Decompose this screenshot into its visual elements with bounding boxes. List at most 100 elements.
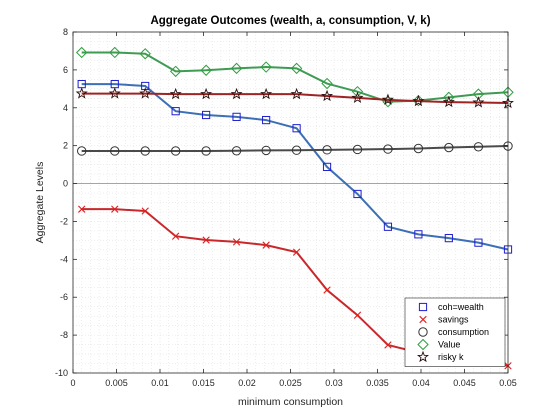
data-point-risky-k	[381, 93, 394, 105]
x-tick-label: 0	[70, 378, 75, 388]
data-point-consumption	[413, 143, 424, 154]
x-tick-label: 0.005	[105, 378, 128, 388]
legend-label-risky-k: risky k	[438, 352, 464, 362]
data-point-value	[109, 46, 121, 59]
x-tick-label: 0.035	[366, 378, 389, 388]
data-point-coh-wealth	[353, 189, 362, 199]
x-tick-label: 0.02	[238, 378, 256, 388]
series-consumption	[77, 141, 513, 156]
data-point-value	[472, 88, 485, 100]
data-point-savings	[262, 241, 270, 249]
y-tick-label: 0	[63, 179, 68, 189]
data-point-savings	[202, 236, 210, 244]
data-point-value	[351, 85, 364, 98]
data-point-coh-wealth	[322, 162, 332, 171]
data-point-risky-k	[75, 87, 88, 99]
x-tick-label: 0.05	[499, 378, 517, 388]
data-point-consumption	[201, 146, 211, 156]
data-point-value	[169, 65, 182, 78]
legend-marker-value	[417, 338, 429, 351]
data-point-savings	[171, 232, 180, 240]
data-point-value	[200, 64, 212, 76]
data-point-risky-k	[260, 87, 273, 100]
y-tick-label: -6	[60, 292, 68, 302]
data-point-savings	[292, 248, 301, 256]
data-point-risky-k	[321, 89, 334, 102]
y-tick-label: 2	[63, 141, 68, 151]
data-point-consumption	[322, 145, 332, 155]
data-point-value	[260, 61, 272, 73]
data-point-risky-k	[139, 87, 152, 99]
data-point-coh-wealth	[202, 110, 211, 120]
x-tick-label: 0.045	[453, 378, 476, 388]
data-point-consumption	[444, 142, 454, 153]
data-point-risky-k	[351, 91, 364, 104]
data-point-consumption	[231, 146, 242, 156]
data-point-savings	[232, 238, 241, 246]
legend-marker-risky-k	[417, 350, 429, 363]
legend: coh=wealth savings consumption Value risky k	[404, 297, 506, 367]
data-point-value	[139, 48, 151, 60]
y-tick-label: -8	[60, 330, 68, 340]
y-tick-label: 6	[63, 65, 68, 75]
data-point-consumption	[110, 146, 120, 156]
legend-marker-savings	[419, 315, 427, 324]
data-point-savings	[384, 341, 392, 349]
y-tick-label: 4	[63, 103, 68, 113]
data-point-savings	[78, 205, 86, 213]
data-point-coh-wealth	[292, 124, 301, 133]
x-tick-label: 0.025	[279, 378, 302, 388]
data-point-coh-wealth	[232, 112, 241, 121]
data-point-value	[230, 62, 243, 75]
legend-label-coh-wealth: coh=wealth	[438, 302, 484, 312]
data-point-consumption	[170, 146, 181, 156]
data-point-value	[321, 77, 333, 90]
data-point-value	[290, 62, 303, 75]
data-point-coh-wealth	[171, 107, 180, 116]
data-point-consumption	[140, 146, 150, 156]
data-point-consumption	[352, 144, 363, 155]
data-point-consumption	[291, 145, 302, 155]
data-point-savings	[111, 205, 119, 213]
data-point-risky-k	[169, 87, 182, 100]
y-tick-label: -2	[60, 216, 68, 226]
data-point-risky-k	[108, 87, 121, 99]
data-point-consumption	[77, 146, 87, 156]
x-axis-label: minimum consumption	[238, 396, 343, 408]
x-tick-label: 0.015	[192, 378, 215, 388]
data-point-risky-k	[442, 95, 455, 108]
x-tick-label: 0.01	[151, 378, 169, 388]
data-point-coh-wealth	[474, 238, 483, 247]
x-tick-label: 0.03	[325, 378, 343, 388]
y-axis-label: Aggregate Levels	[34, 162, 46, 244]
data-point-consumption	[383, 144, 393, 154]
y-tick-label: -10	[55, 368, 68, 378]
data-point-coh-wealth	[414, 230, 423, 239]
legend-label-value: Value	[438, 340, 460, 350]
data-point-coh-wealth	[383, 222, 393, 231]
data-point-value	[412, 94, 425, 107]
legend-label-savings: savings	[438, 315, 469, 325]
data-point-savings	[353, 311, 362, 319]
data-point-risky-k	[200, 87, 213, 100]
data-point-coh-wealth	[444, 234, 453, 243]
x-tick-label: 0.04	[412, 378, 430, 388]
legend-label-consumption: consumption	[438, 327, 489, 337]
chart-title: Aggregate Outcomes (wealth, a, consumpti…	[150, 15, 430, 27]
data-point-consumption	[261, 145, 271, 156]
series-line-consumption	[81, 145, 509, 152]
data-point-coh-wealth	[262, 115, 271, 125]
data-point-value	[75, 46, 88, 59]
y-tick-label: -4	[60, 254, 68, 264]
data-point-risky-k	[472, 96, 485, 108]
legend-marker-consumption	[418, 327, 428, 337]
data-point-risky-k	[412, 94, 425, 107]
data-point-risky-k	[290, 87, 303, 100]
data-point-savings	[141, 207, 149, 215]
series-line-risky-k	[81, 92, 509, 105]
data-point-savings	[323, 286, 331, 294]
y-tick-label: 8	[63, 27, 68, 37]
legend-marker-coh-wealth	[418, 302, 428, 312]
data-point-consumption	[473, 142, 484, 152]
